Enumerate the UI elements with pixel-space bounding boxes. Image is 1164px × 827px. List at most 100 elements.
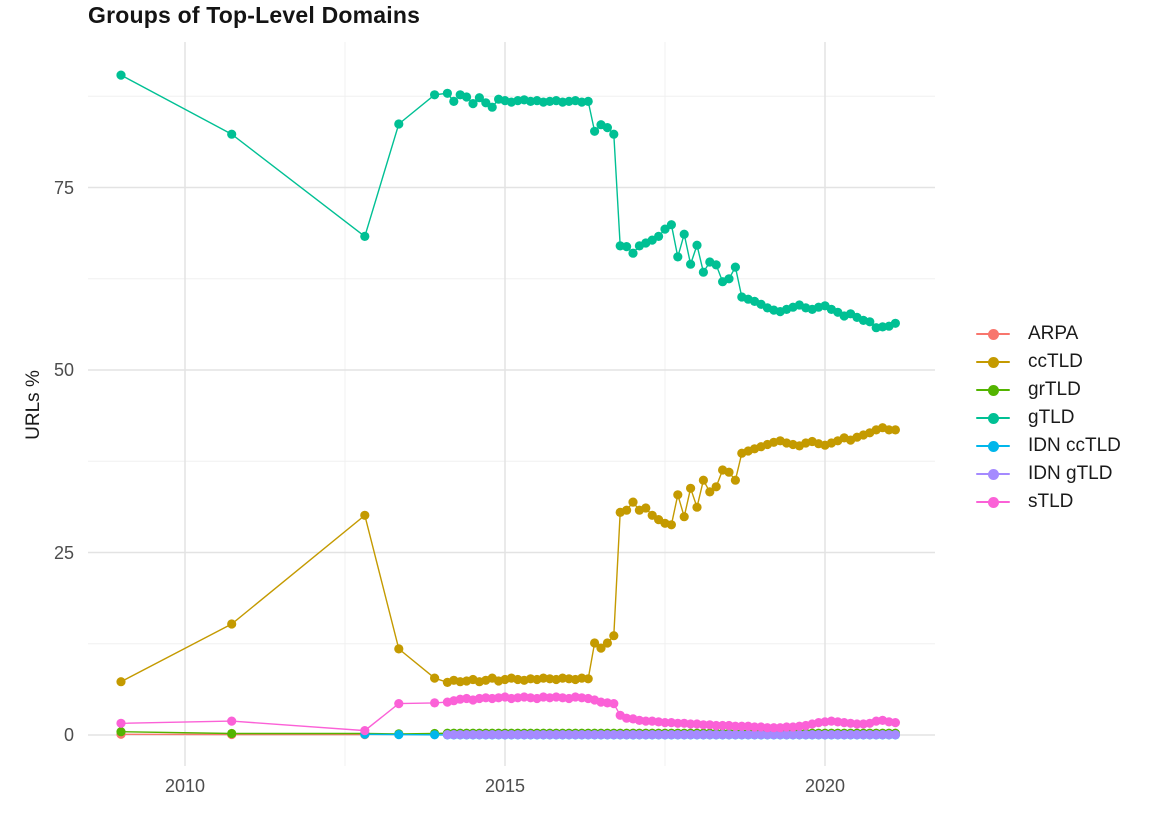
data-point	[360, 510, 370, 520]
data-point	[878, 730, 888, 740]
data-point	[500, 730, 510, 740]
series-ccTLD	[116, 423, 901, 688]
y-tick-label: 0	[63, 725, 74, 745]
data-point	[647, 730, 657, 740]
data-point	[890, 730, 901, 740]
series-sTLD	[116, 692, 901, 736]
data-point	[890, 318, 901, 328]
data-point	[724, 467, 734, 477]
data-point	[622, 505, 632, 515]
data-point	[826, 730, 837, 740]
data-point	[609, 129, 619, 139]
data-point	[833, 730, 843, 740]
data-point	[570, 730, 581, 740]
data-point	[551, 730, 561, 740]
data-point	[468, 730, 478, 740]
series-IDN-gTLD	[442, 730, 901, 740]
data-point	[730, 475, 741, 485]
data-point	[609, 699, 619, 709]
legend-label: grTLD	[1028, 379, 1081, 400]
data-point	[660, 224, 670, 234]
data-point	[442, 730, 452, 740]
series-gTLD	[116, 70, 901, 333]
y-tick-label: 25	[53, 542, 74, 563]
data-point	[590, 126, 600, 136]
data-point	[820, 730, 830, 740]
data-point	[698, 720, 709, 730]
data-point	[673, 490, 683, 500]
legend-item-grTLD: grTLD	[976, 376, 1121, 404]
x-tick-label: 2015	[484, 776, 526, 796]
data-point	[660, 730, 670, 740]
data-point	[628, 497, 638, 507]
data-point	[756, 730, 766, 740]
data-point	[583, 674, 593, 684]
data-point	[116, 718, 126, 728]
data-point	[698, 267, 709, 277]
data-point	[116, 70, 126, 80]
legend-item-ARPA: ARPA	[976, 320, 1121, 348]
data-point	[730, 730, 741, 740]
data-point	[622, 242, 632, 252]
data-point	[769, 723, 779, 733]
data-point	[641, 716, 651, 726]
data-point	[782, 722, 792, 732]
data-point	[686, 259, 696, 269]
data-point	[711, 720, 721, 731]
data-point	[430, 673, 440, 683]
data-point	[660, 718, 670, 728]
data-point	[481, 98, 491, 108]
legend: ARPA ccTLD grTLD gTLD IDN ccTLD IDN gTLD sTLD	[976, 320, 1121, 516]
data-point	[394, 699, 404, 709]
data-point	[762, 723, 773, 733]
series-ARPA	[116, 729, 370, 740]
legend-key-icon	[976, 356, 1010, 368]
data-point	[711, 482, 721, 492]
series-line	[120, 74, 896, 329]
data-point	[737, 730, 747, 740]
data-point	[468, 99, 478, 109]
data-point	[462, 730, 472, 740]
legend-key-icon	[976, 412, 1010, 424]
legend-label: IDN ccTLD	[1028, 435, 1121, 456]
data-point	[227, 129, 237, 139]
data-point	[666, 520, 677, 530]
data-point	[705, 487, 715, 497]
data-point	[724, 730, 734, 740]
data-point	[730, 262, 741, 272]
data-point	[526, 730, 536, 740]
data-point	[596, 730, 606, 740]
data-point	[487, 102, 497, 112]
data-point	[692, 240, 702, 250]
legend-key-icon	[976, 440, 1010, 452]
data-point	[711, 730, 721, 740]
legend-item-IDN-ccTLD: IDN ccTLD	[976, 432, 1121, 460]
data-point	[430, 90, 440, 100]
data-point	[865, 730, 875, 740]
data-point	[890, 425, 901, 435]
data-point	[609, 631, 619, 641]
data-point	[654, 730, 664, 740]
data-point	[583, 96, 593, 106]
data-point	[602, 730, 613, 740]
data-point	[474, 93, 484, 103]
data-point	[698, 475, 709, 485]
data-point	[711, 260, 721, 270]
data-point	[360, 231, 370, 241]
data-point	[686, 483, 696, 493]
data-point	[394, 644, 404, 654]
legend-item-IDN-gTLD: IDN gTLD	[976, 460, 1121, 488]
data-point	[545, 730, 555, 740]
data-point	[724, 274, 734, 284]
legend-label: ccTLD	[1028, 351, 1083, 372]
data-point	[673, 718, 683, 728]
data-point	[506, 730, 516, 740]
legend-item-gTLD: gTLD	[976, 404, 1121, 432]
data-point	[718, 720, 728, 731]
data-point	[360, 726, 370, 736]
y-tick-label: 75	[53, 177, 74, 198]
data-point	[487, 730, 497, 740]
data-point	[596, 643, 606, 653]
